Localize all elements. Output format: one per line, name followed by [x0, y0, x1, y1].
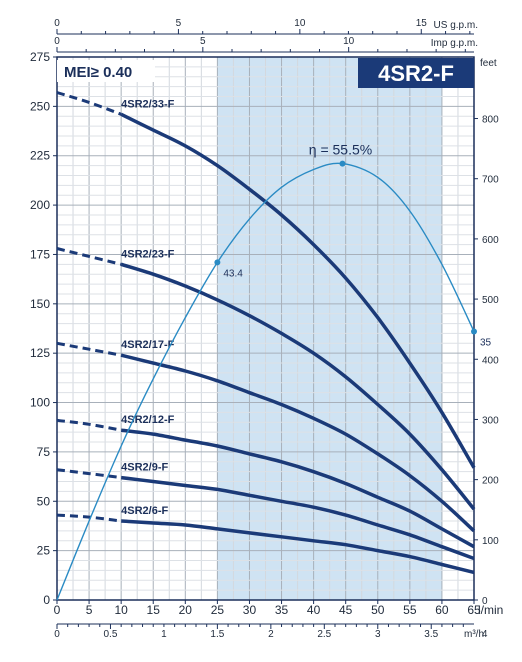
y-right-tick-label: 600 [482, 235, 499, 246]
y-right-tick-label: 400 [482, 355, 499, 366]
top-axis-unit: US g.p.m. [434, 20, 478, 31]
x-tick-label: 55 [403, 603, 417, 617]
y-right-tick-label: 500 [482, 295, 499, 306]
efficiency-line [56, 162, 475, 601]
x-tick-label: 10 [114, 603, 128, 617]
x-tick-label: 30 [243, 603, 257, 617]
x-tick-label: 50 [371, 603, 385, 617]
y-tick-label: 50 [37, 494, 51, 508]
y-tick-label: 200 [30, 198, 50, 212]
mei-label: MEI≥ 0.40 [64, 64, 132, 81]
head-curve-dashed [56, 341, 122, 357]
head-curve-dashed [56, 513, 122, 523]
head-curve-dashed [56, 247, 122, 266]
head-curve-dashed [56, 418, 122, 432]
head-curve [121, 519, 475, 575]
top-tick-label: 10 [294, 18, 306, 29]
y-tick-label: 175 [30, 247, 50, 261]
head-curve [121, 428, 475, 549]
y-tick-label: 250 [30, 99, 50, 113]
y-right-tick-label: 200 [482, 476, 499, 487]
top-tick-label: 10 [343, 36, 355, 47]
y-right-tick-label: 100 [482, 536, 499, 547]
top-tick-label: 0 [54, 36, 60, 47]
curve-label: 4SR2/12-F [121, 414, 174, 426]
y-tick-label: 125 [30, 346, 50, 360]
m3h-tick-label: 2.5 [317, 629, 331, 640]
efficiency-point [214, 259, 221, 266]
x-tick-label: 0 [54, 603, 61, 617]
efficiency-curve: 43.4 35 η = 55.5% [56, 142, 492, 601]
m3h-tick-label: 3.5 [424, 629, 438, 640]
curve-label: 4SR2/23-F [121, 248, 174, 260]
head-curve [120, 112, 476, 469]
m3h-tick-label: 3 [375, 629, 381, 640]
efficiency-label: η = 55.5% [309, 142, 372, 158]
y-right-tick-label: 700 [482, 175, 499, 186]
top-tick-label: 0 [54, 18, 60, 29]
chart-title: 4SR2-F [378, 61, 454, 86]
top-axis-unit: Imp g.p.m. [431, 38, 478, 49]
m3h-tick-label: 1 [161, 629, 167, 640]
y-right-tick-label: 800 [482, 115, 499, 126]
m3h-tick-label: 0.5 [104, 629, 118, 640]
head-curve-dashed [56, 91, 122, 116]
top-tick-label: 15 [416, 18, 428, 29]
top-tick-label: 5 [200, 36, 206, 47]
y-tick-label: 225 [30, 149, 50, 163]
title-box [358, 58, 474, 88]
y-tick-label: 75 [37, 445, 51, 459]
x-tick-label: 60 [435, 603, 449, 617]
mei-box [57, 60, 155, 82]
x-tick-label: 5 [86, 603, 93, 617]
efficiency-point [339, 160, 346, 167]
y-tick-label: 150 [30, 297, 50, 311]
m3h-unit: m³/h [464, 629, 484, 640]
x-tick-label: 20 [179, 603, 193, 617]
efficiency-point-label: 43.4 [223, 268, 243, 279]
y-right-tick-label: 300 [482, 415, 499, 426]
top-tick-label: 5 [176, 18, 182, 29]
annotations: MEI≥ 0.40 4SR2-F [57, 58, 474, 88]
m3h-tick-label: 2 [268, 629, 274, 640]
y-tick-label: 100 [30, 396, 50, 410]
x-tick-label: 35 [275, 603, 289, 617]
y-right-tick-label: 0 [482, 596, 488, 607]
head-curve-dashed [56, 468, 122, 480]
efficiency-point [471, 328, 477, 335]
x-tick-label: 65 [467, 603, 481, 617]
y-tick-label: 0 [43, 593, 50, 607]
efficiency-point-label: 35 [480, 337, 492, 348]
curve-label: 4SR2/9-F [121, 462, 168, 474]
x-unit: l/min [478, 603, 503, 617]
y-tick-label: 25 [37, 544, 51, 558]
axes: 0255075100125150175200225250275010020030… [30, 18, 503, 640]
m3h-tick-label: 4 [482, 629, 488, 640]
curve-label: 4SR2/6-F [121, 505, 168, 517]
y-right-unit: feet [480, 58, 497, 69]
head-curves: 4SR2/33-F 4SR2/23-F 4SR2/17-F 4SR2/12-F 4SR2… [56, 91, 476, 575]
head-curve [121, 475, 475, 561]
m3h-tick-label: 0 [54, 629, 60, 640]
x-tick-label: 45 [339, 603, 353, 617]
y-tick-label: 275 [30, 50, 50, 64]
x-tick-label: 40 [307, 603, 321, 617]
m3h-tick-label: 1.5 [210, 629, 224, 640]
x-tick-label: 15 [147, 603, 161, 617]
curve-label: 4SR2/17-F [121, 339, 174, 351]
x-tick-label: 25 [211, 603, 225, 617]
curve-label: 4SR2/33-F [121, 98, 174, 110]
head-curve [120, 262, 476, 511]
head-curve [120, 353, 476, 533]
